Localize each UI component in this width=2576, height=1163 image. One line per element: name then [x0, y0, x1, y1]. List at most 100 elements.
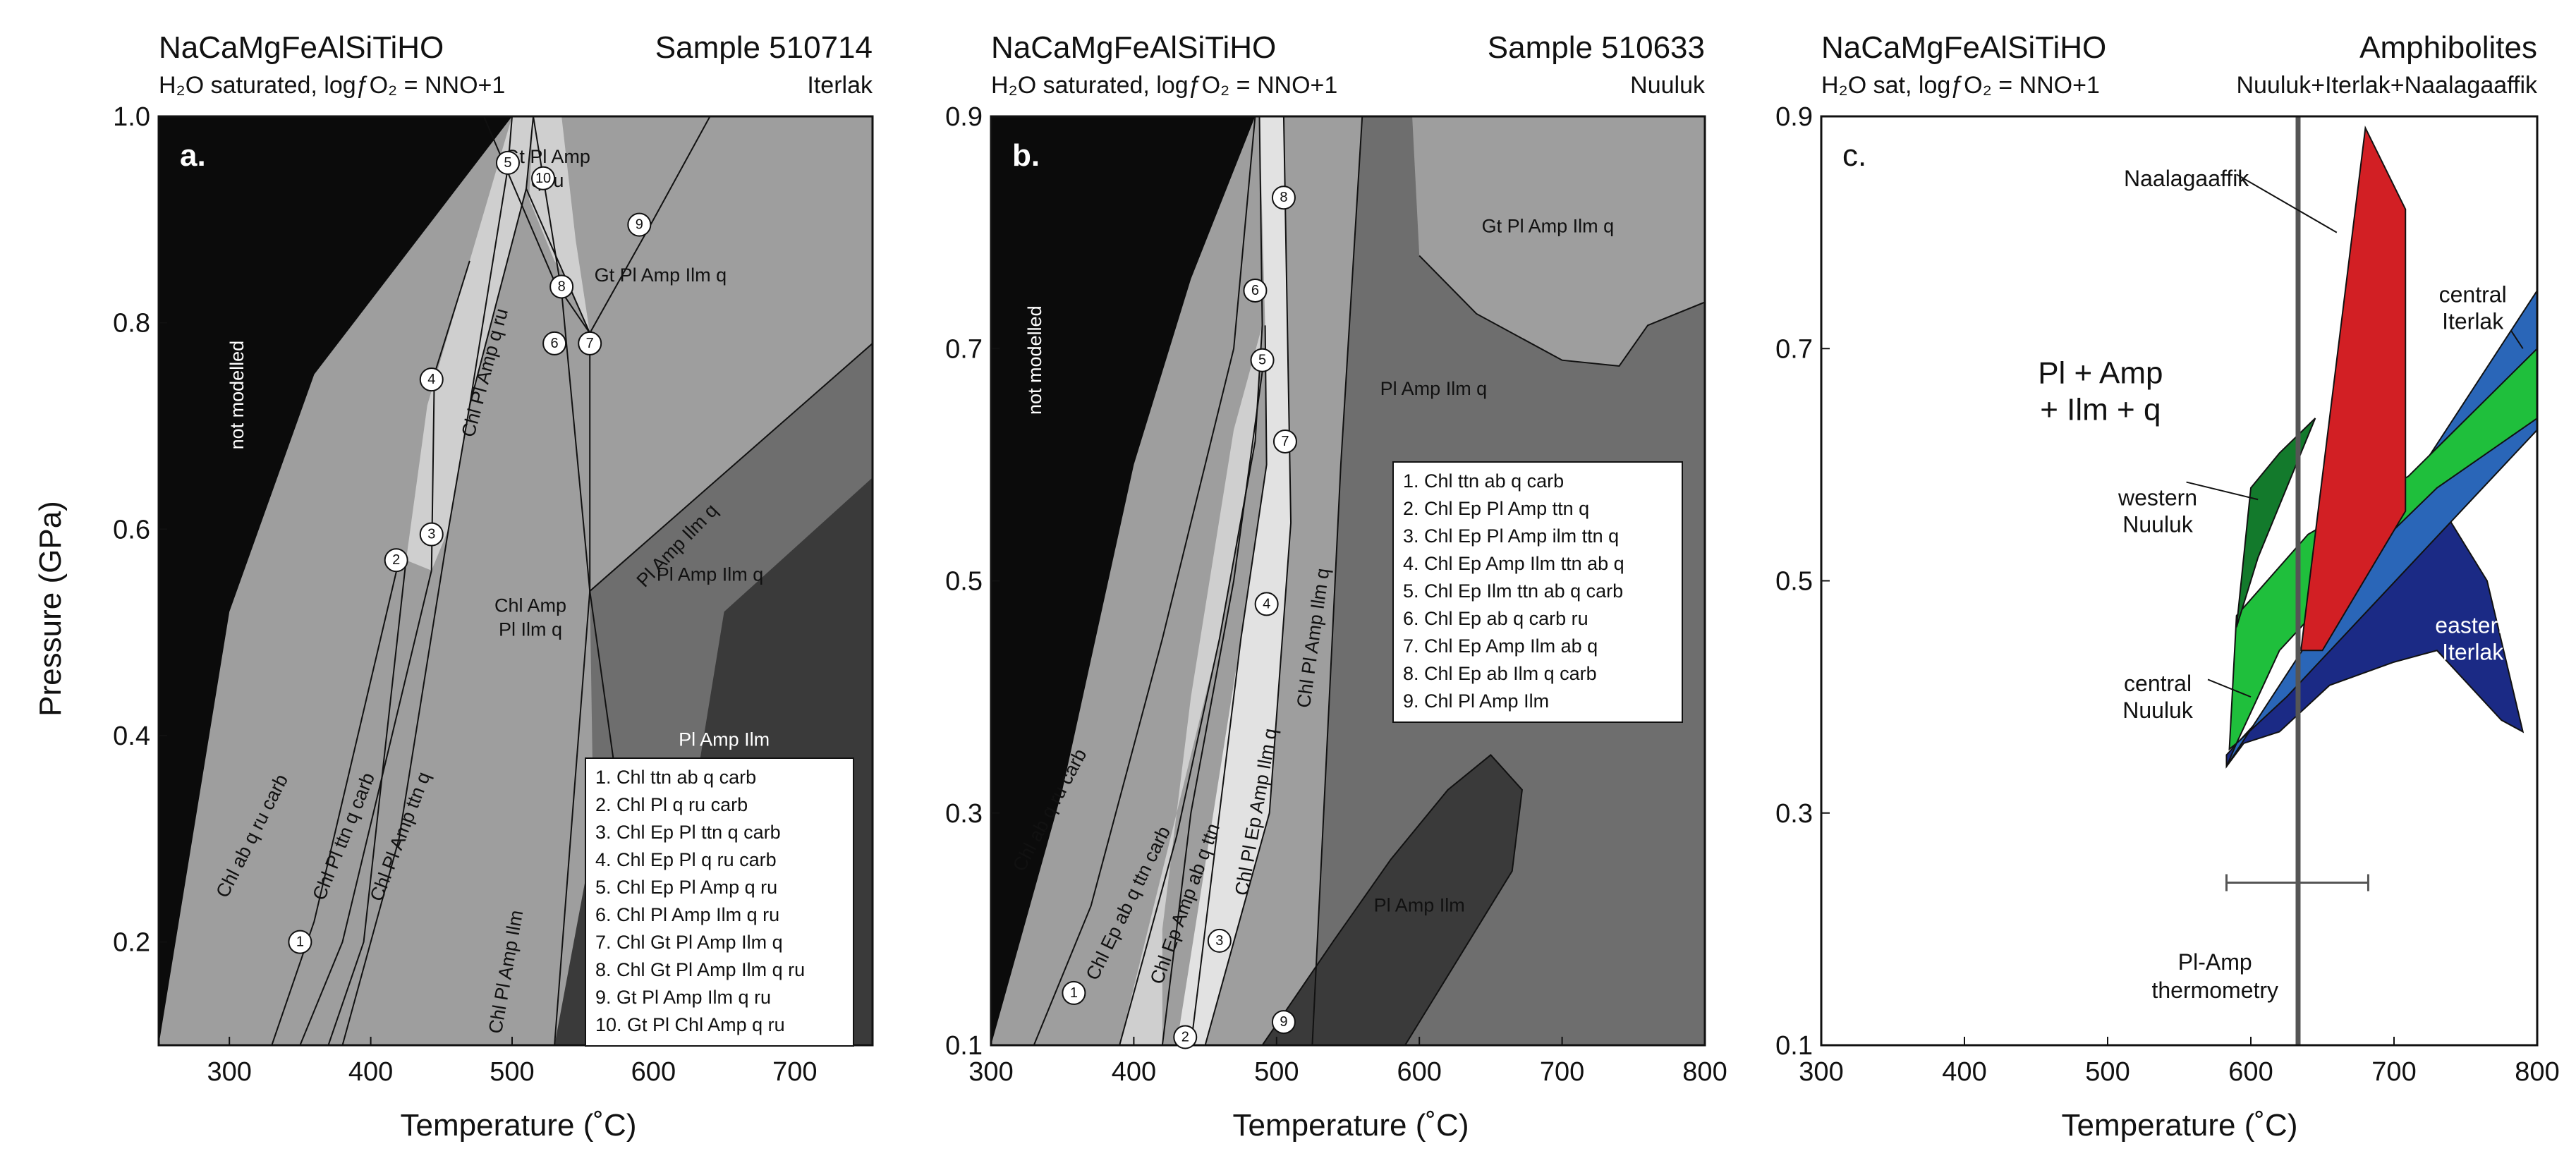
field-label: not modelled — [1024, 305, 1045, 415]
legend-box — [585, 757, 854, 1047]
legend-item: 1. Chl ttn ab q carb — [595, 767, 756, 788]
field-gt-pl-amp-ilm-q — [1412, 116, 1705, 366]
legend-item: 7. Chl Ep Amp Ilm ab q — [1403, 635, 1598, 657]
x-tick-label: 600 — [1397, 1057, 1441, 1087]
field-lighter-band — [1177, 116, 1292, 1045]
panel-a-xlabel: Temperature (˚C) — [401, 1108, 637, 1143]
thermometry-label: Pl-Amp thermometry — [2151, 949, 2278, 1003]
leader-line — [2236, 173, 2338, 233]
leader-line — [2186, 481, 2259, 501]
x-tick-label: 800 — [2515, 1057, 2559, 1087]
invariant-point: 9 — [627, 212, 652, 237]
legend-item: 3. Chl Ep Pl ttn q carb — [595, 822, 781, 843]
y-tick-label: 0.9 — [1775, 102, 1813, 132]
invariant-point: 7 — [1272, 429, 1297, 453]
invariant-point-marker — [627, 212, 652, 237]
invariant-point: 4 — [419, 367, 444, 392]
x-tick-label: 800 — [1682, 1057, 1727, 1087]
y-tick-label: 0.1 — [1775, 1031, 1813, 1061]
legend-item: 4. Chl Ep Pl q ru carb — [595, 849, 777, 870]
x-tick-label: 700 — [1540, 1057, 1584, 1087]
invariant-point: 2 — [1173, 1025, 1198, 1049]
field-label: Gt Pl Amp Ilm q — [1482, 216, 1615, 237]
x-tick-label: 400 — [1942, 1057, 1986, 1087]
y-tick-label: 0.3 — [1775, 799, 1813, 829]
panel-b: NaCaMgFeAlSiTiHO Sample 510633 H₂O satur… — [945, 30, 1727, 1143]
invariant-point-number: 7 — [1281, 434, 1289, 449]
leader-line — [2510, 331, 2524, 349]
panel-c-plot: 300 400 500 600 700 800 0.1 0.3 0.5 0.7 0.9 c. Pl + … — [1775, 102, 2560, 1087]
invariant-point-number: 2 — [392, 552, 400, 568]
y-tick-label: 0.1 — [945, 1031, 983, 1061]
invariant-point: 1 — [1062, 980, 1086, 1005]
panel-a-plot: 300 400 500 600 700 0.2 0.4 0.6 0.8 1.0 a. not mode… — [113, 102, 874, 1087]
phase-boundary — [327, 560, 407, 1045]
panel-c-conditions: H₂O sat, logƒO₂ = NNO+1 — [1821, 72, 2100, 99]
invariant-point: 1 — [288, 930, 312, 954]
field-light-band — [406, 116, 534, 571]
panel-c-title: NaCaMgFeAlSiTiHO — [1821, 30, 2106, 65]
legend-item: 2. Chl Ep Pl Amp ttn q — [1403, 498, 1589, 519]
panel-b-plot: 300 400 500 600 700 800 0.1 0.3 0.5 0.7 0.9 b. not m… — [945, 102, 1727, 1087]
invariant-point-marker — [288, 930, 312, 954]
legend-item: 4. Chl Ep Amp Ilm ttn ab q — [1403, 553, 1624, 574]
invariant-point-marker — [578, 331, 602, 355]
invariant-point-number: 3 — [427, 527, 435, 542]
region-label: Naalagaaffik — [2124, 166, 2249, 191]
panel-b-xlabel: Temperature (˚C) — [1233, 1108, 1469, 1143]
invariant-point-marker — [495, 150, 520, 175]
panel-a-ylabel: Pressure (GPa) — [33, 501, 68, 717]
x-tick-label: 600 — [631, 1057, 676, 1087]
legend-item: 8. Chl Gt Pl Amp Ilm q ru — [595, 959, 805, 980]
field-not-modelled — [159, 116, 512, 1045]
field-label: not modelled — [226, 341, 248, 450]
invariant-point-marker — [419, 522, 444, 547]
invariant-point: 3 — [419, 522, 444, 547]
invariant-point-marker — [1254, 592, 1279, 616]
phase-boundary — [1204, 116, 1292, 1045]
invariant-point-number: 8 — [1280, 190, 1287, 205]
invariant-point: 2 — [384, 548, 408, 573]
invariant-point-number: 4 — [427, 372, 435, 387]
invariant-point-number: 6 — [1251, 283, 1259, 298]
phase-boundary — [1161, 372, 1263, 1045]
legend-item: 5. Chl Ep Ilm ttn ab q carb — [1403, 580, 1623, 602]
y-tick-label: 0.7 — [945, 334, 983, 364]
legend-item: 1. Chl ttn ab q carb — [1403, 470, 1564, 492]
y-tick-label: 0.2 — [113, 928, 150, 958]
panel-c-localities: Nuuluk+Iterlak+Naalagaaffik — [2236, 72, 2538, 99]
phase-boundary — [525, 188, 873, 593]
invariant-point-marker — [1271, 185, 1296, 210]
invariant-point-number: 1 — [1070, 985, 1078, 1001]
invariant-point-marker — [542, 331, 567, 355]
region-label: eastern Iterlak — [2435, 613, 2510, 665]
panel-c-xlabel: Temperature (˚C) — [2062, 1108, 2298, 1143]
legend-item: 6. Chl Ep ab q carb ru — [1403, 608, 1588, 629]
invariant-point-marker — [384, 548, 408, 573]
x-tick-label: 500 — [490, 1057, 534, 1087]
x-tick-label: 300 — [207, 1057, 251, 1087]
invariant-point-marker — [419, 367, 444, 392]
field-pl-amp-ilm — [1262, 755, 1522, 1045]
y-tick-label: 0.9 — [945, 102, 983, 132]
plot-body — [2225, 116, 2537, 1045]
field-not-modelled — [991, 116, 1256, 1045]
invariant-point: 6 — [542, 331, 567, 355]
x-tick-label: 700 — [772, 1057, 817, 1087]
legend-item: 3. Chl Ep Pl Amp ilm ttn q — [1403, 525, 1619, 547]
legend-item: 10. Gt Pl Chl Amp q ru — [595, 1014, 785, 1035]
legend: 1. Chl ttn ab q carb 2. Chl Ep Pl Amp ttn… — [1392, 461, 1683, 723]
phase-boundary — [1033, 116, 1256, 1045]
legend-item: 5. Chl Ep Pl Amp q ru — [595, 877, 777, 898]
field-label: Chl Amp Pl Ilm q — [494, 595, 566, 640]
panel-b-sample: Sample 510633 — [1488, 30, 1705, 65]
x-tick-label: 400 — [1112, 1057, 1156, 1087]
legend-item: 9. Gt Pl Amp Ilm q ru — [595, 987, 771, 1008]
panel-a-locality: Iterlak — [807, 72, 873, 99]
panel-label: b. — [1012, 138, 1040, 173]
y-tick-label: 0.5 — [945, 567, 983, 597]
invariant-point-marker — [1271, 1010, 1296, 1035]
phase-boundary — [1190, 325, 1268, 1045]
phase-boundary — [1412, 116, 1705, 367]
invariant-point-number: 10 — [535, 171, 551, 186]
